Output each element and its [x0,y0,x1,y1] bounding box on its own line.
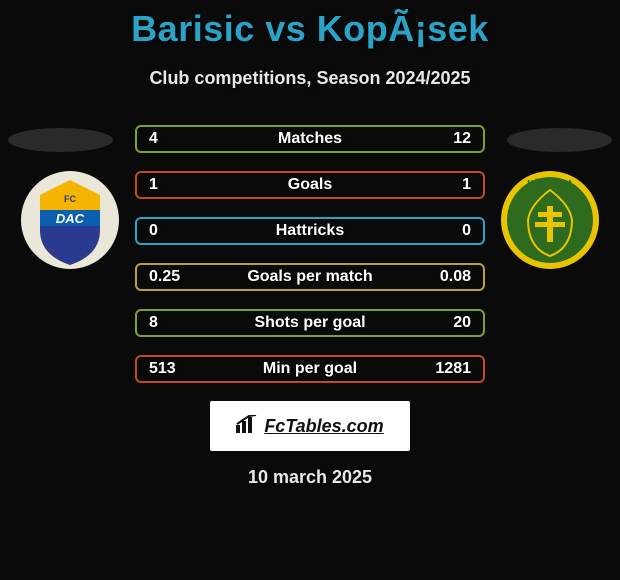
stat-right-value: 0.08 [431,268,471,286]
fctables-logo-icon [236,415,258,438]
fctables-link[interactable]: FcTables.com [210,401,410,451]
stat-left-value: 1 [149,176,189,194]
zilina-badge-icon: MŠK ŽILINA [500,170,600,270]
stat-right-value: 20 [431,314,471,332]
page-title: Barisic vs KopÃ¡sek [0,0,620,50]
stat-left-value: 0.25 [149,268,189,286]
subtitle: Club competitions, Season 2024/2025 [0,68,620,89]
stat-row-goals: 1 Goals 1 [135,171,485,199]
date-label: 10 march 2025 [135,467,485,488]
stat-left-value: 8 [149,314,189,332]
shadow-ellipse-right [507,128,612,152]
stat-left-value: 0 [149,222,189,240]
shadow-ellipse-left [8,128,113,152]
svg-text:MŠK ŽILINA: MŠK ŽILINA [527,179,573,188]
team-badge-left: DAC FC [20,170,120,270]
stat-row-goals-per-match: 0.25 Goals per match 0.08 [135,263,485,291]
stat-right-value: 1 [431,176,471,194]
stat-right-value: 0 [431,222,471,240]
stat-row-shots-per-goal: 8 Shots per goal 20 [135,309,485,337]
stat-row-min-per-goal: 513 Min per goal 1281 [135,355,485,383]
stat-row-matches: 4 Matches 12 [135,125,485,153]
svg-text:FC: FC [64,194,76,204]
stat-row-hattricks: 0 Hattricks 0 [135,217,485,245]
svg-text:DAC: DAC [56,211,85,226]
stat-left-value: 513 [149,360,189,378]
stats-table: 4 Matches 12 1 Goals 1 0 Hattricks 0 0.2… [135,125,485,488]
stat-right-value: 1281 [431,360,471,378]
stat-right-value: 12 [431,130,471,148]
team-badge-right: MŠK ŽILINA [500,170,600,270]
stat-left-value: 4 [149,130,189,148]
dac-badge-icon: DAC FC [20,170,120,270]
fctables-text: FcTables.com [264,416,383,437]
